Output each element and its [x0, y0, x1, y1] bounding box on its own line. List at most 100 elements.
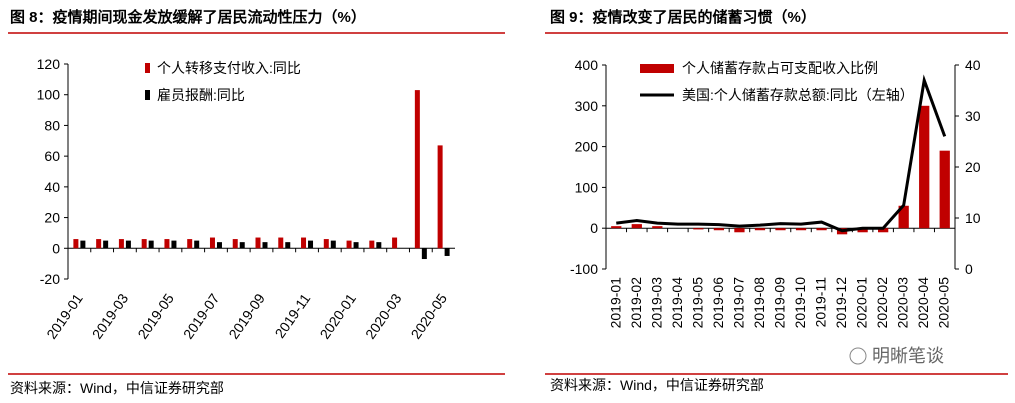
legend-label: 美国:个人储蓄存款总额:同比（左轴）	[682, 87, 914, 103]
x-tick-label: 2019-11	[813, 277, 829, 328]
y-tick-label: 120	[37, 56, 61, 72]
y-tick-label: 60	[44, 148, 60, 164]
chart-title: 图 9：疫情改变了居民的储蓄习惯（%）	[550, 8, 816, 26]
bar	[857, 228, 868, 233]
bar	[795, 228, 807, 231]
watermark: 明晰笔谈	[872, 346, 944, 366]
bar	[898, 205, 909, 229]
bar	[148, 240, 154, 249]
bar	[939, 150, 950, 229]
bar	[80, 240, 86, 249]
y2-tick-label: 30	[965, 108, 981, 124]
x-tick-label: 2020-02	[874, 277, 890, 329]
x-tick-label: 2019-08	[751, 277, 767, 329]
y2-tick-label: 40	[965, 57, 981, 73]
bar	[369, 240, 375, 249]
source: 资料来源：Wind，中信证券研究部	[550, 377, 764, 393]
x-tick-label: 2019-04	[669, 277, 685, 329]
y-tick-label: 40	[44, 179, 60, 195]
bar	[96, 239, 102, 249]
x-tick-label: 2019-01	[607, 277, 623, 329]
bar	[392, 237, 398, 249]
y-tick-label: 100	[37, 87, 61, 103]
legend-swatch	[145, 90, 150, 100]
x-tick-label: 2019-06	[710, 277, 726, 329]
bar	[216, 242, 222, 249]
bar	[308, 240, 314, 249]
bar	[164, 239, 170, 249]
bar	[278, 237, 284, 249]
bar	[73, 239, 79, 249]
x-tick-label: 2019-02	[628, 277, 644, 329]
y-tick-label: 300	[575, 98, 599, 114]
bar	[353, 242, 359, 249]
bar	[878, 228, 889, 233]
legend-swatch	[145, 63, 150, 73]
legend-swatch	[640, 64, 674, 73]
bar	[713, 228, 725, 231]
bar	[141, 239, 147, 249]
y-tick-label: 400	[575, 57, 599, 73]
bar	[652, 226, 663, 229]
x-tick-label: 2020-05	[407, 290, 450, 341]
watermark-icon	[849, 347, 867, 365]
x-tick-label: 2019-11	[272, 290, 314, 341]
bar	[734, 228, 745, 233]
x-tick-label: 2019-03	[648, 277, 664, 329]
bar	[209, 237, 215, 249]
x-tick-label: 2020-03	[895, 277, 911, 329]
bar	[421, 248, 427, 260]
bar	[255, 237, 261, 249]
bar	[301, 237, 307, 249]
y-tick-label: 20	[44, 210, 60, 226]
bar	[187, 239, 193, 249]
bar	[611, 226, 622, 229]
x-tick-label: 2020-04	[915, 277, 931, 329]
source: 资料来源：Wind，中信证券研究部	[10, 380, 224, 396]
bar	[232, 239, 238, 249]
bar	[330, 240, 336, 249]
bar	[262, 242, 268, 249]
bar	[323, 239, 329, 249]
x-tick-label: 2019-05	[689, 277, 705, 329]
y-tick-label: 80	[44, 117, 60, 133]
x-tick-label: 2019-09	[225, 290, 268, 341]
y-tick-label: 100	[575, 179, 599, 195]
bar	[444, 248, 450, 256]
y2-tick-label: 10	[965, 210, 981, 226]
bar	[346, 240, 352, 249]
legend-label: 个人转移支付收入:同比	[157, 60, 301, 76]
bar	[816, 228, 827, 231]
bar	[103, 240, 109, 249]
bar	[285, 242, 291, 249]
x-tick-label: 2019-05	[134, 290, 177, 341]
y2-tick-label: 20	[965, 159, 981, 175]
x-tick-label: 2019-01	[43, 290, 86, 341]
x-tick-label: 2020-03	[362, 290, 405, 341]
bar	[414, 90, 420, 249]
x-tick-label: 2019-07	[180, 290, 223, 341]
legend-label: 个人储蓄存款占可支配收入比例	[682, 60, 878, 76]
legend-label: 雇员报酬:同比	[157, 87, 245, 103]
y-tick-label: 200	[575, 139, 599, 155]
y-tick-label: -100	[570, 261, 598, 277]
bar	[118, 239, 124, 249]
bar	[376, 242, 382, 249]
x-tick-label: 2020-01	[316, 290, 359, 341]
x-tick-label: 2019-07	[730, 277, 746, 329]
bar	[171, 240, 177, 249]
y2-tick-label: 0	[965, 261, 973, 277]
y-tick-label: 0	[52, 240, 60, 256]
y-tick-label: -20	[40, 271, 60, 287]
y-tick-label: 0	[590, 220, 598, 236]
bar	[194, 240, 200, 249]
bar	[437, 145, 443, 249]
bar	[125, 240, 131, 249]
bar	[754, 228, 766, 231]
x-tick-label: 2020-01	[854, 277, 870, 329]
line	[616, 74, 947, 233]
bar	[775, 228, 786, 231]
chart-title: 图 8：疫情期间现金发放缓解了居民流动性压力（%）	[10, 8, 366, 26]
